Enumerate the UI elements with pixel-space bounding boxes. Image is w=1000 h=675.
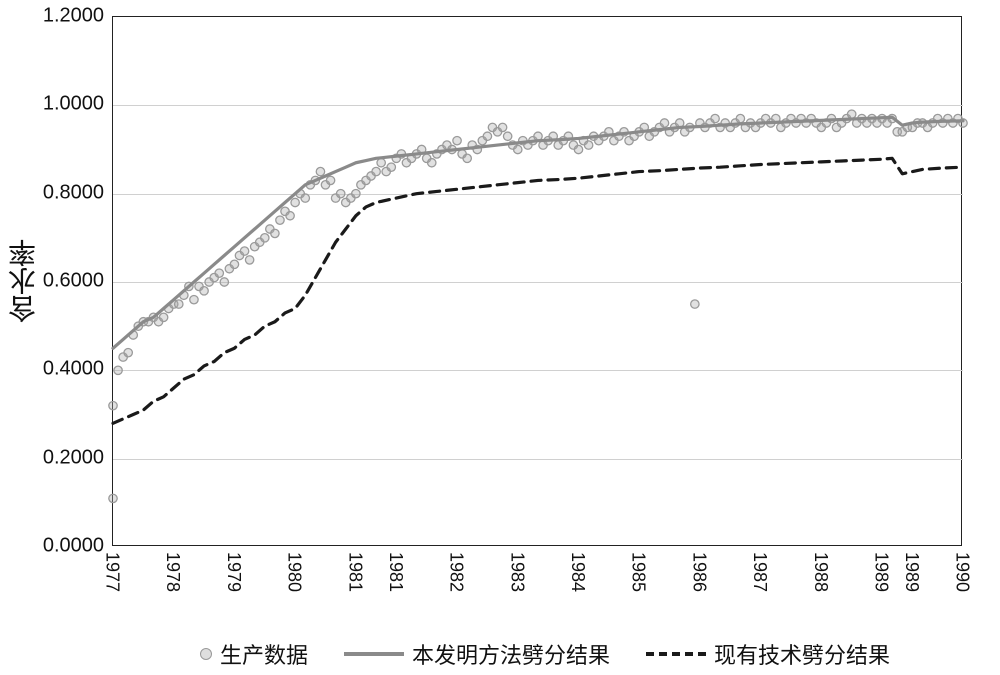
x-tick-label: 1987: [749, 552, 770, 592]
x-tick-label: 1986: [688, 552, 709, 592]
x-tick-label: 1983: [506, 552, 527, 592]
legend-item: 本发明方法劈分结果: [344, 638, 610, 670]
gridlines: [113, 17, 961, 545]
gridline: [113, 105, 963, 106]
gridline: [113, 370, 963, 371]
plot-area: [112, 16, 962, 546]
legend-label: 现有技术劈分结果: [714, 638, 890, 670]
y-tick-label: 1.0000: [0, 93, 104, 116]
x-tick-label: 1981: [344, 552, 365, 592]
x-tick-label: 1981: [385, 552, 406, 592]
x-tick-label: 1977: [102, 552, 123, 592]
x-tick-label: 1978: [162, 552, 183, 592]
x-tick-label: 1979: [223, 552, 244, 592]
chart-container: 含水率 0.00000.20000.40000.60000.80001.0000…: [0, 0, 1000, 675]
gridline: [113, 282, 963, 283]
legend-item: 现有技术劈分结果: [646, 638, 890, 670]
y-tick-label: 0.6000: [0, 270, 104, 293]
y-tick-label: 0.2000: [0, 446, 104, 469]
x-tick-label: 1990: [952, 552, 973, 592]
legend: 生产数据 本发明方法劈分结果 现有技术劈分结果: [200, 638, 890, 670]
x-tick-label: 1980: [284, 552, 305, 592]
legend-label: 生产数据: [220, 638, 308, 670]
y-tick-label: 0.4000: [0, 358, 104, 381]
x-tick-label: 1989: [901, 552, 922, 592]
x-tick-label: 1989: [871, 552, 892, 592]
x-tick-label: 1984: [567, 552, 588, 592]
x-tick-label: 1982: [446, 552, 467, 592]
legend-marker-icon: [200, 648, 212, 660]
gridline: [113, 194, 963, 195]
x-tick-label: 1988: [810, 552, 831, 592]
legend-dashed-line-icon: [646, 652, 706, 656]
y-tick-label: 1.2000: [0, 5, 104, 28]
y-tick-label: 0.8000: [0, 181, 104, 204]
x-tick-labels: 1977 1978 1979 1980 1981 1981 1982 1983 1984 1985…: [0, 552, 1000, 612]
gridline: [113, 459, 963, 460]
legend-solid-line-icon: [344, 652, 404, 656]
legend-item: 生产数据: [200, 638, 308, 670]
x-tick-label: 1985: [628, 552, 649, 592]
legend-label: 本发明方法劈分结果: [412, 638, 610, 670]
